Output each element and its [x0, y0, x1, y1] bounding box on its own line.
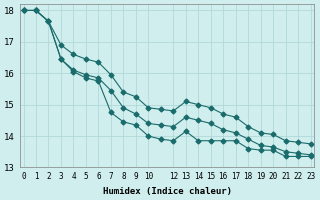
X-axis label: Humidex (Indice chaleur): Humidex (Indice chaleur) — [103, 187, 232, 196]
